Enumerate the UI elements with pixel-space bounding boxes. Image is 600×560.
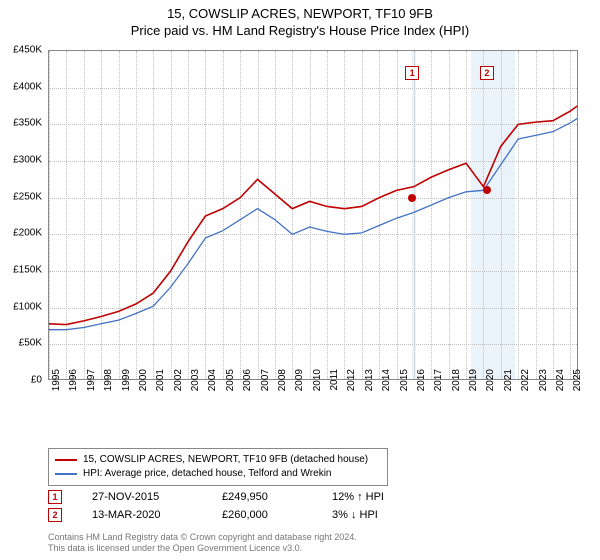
xtick-label: 1995 — [51, 369, 62, 399]
xtick-label: 2013 — [364, 369, 375, 399]
ytick-label: £50K — [0, 338, 42, 349]
ytick-label: £300K — [0, 155, 42, 166]
table-date: 27-NOV-2015 — [92, 491, 192, 503]
xtick-label: 2007 — [260, 369, 271, 399]
xtick-label: 1997 — [86, 369, 97, 399]
ytick-label: £350K — [0, 118, 42, 129]
xtick-label: 2021 — [503, 369, 514, 399]
sales-table: 1 27-NOV-2015 £249,950 12% ↑ HPI 2 13-MAR-202… — [48, 490, 578, 526]
table-marker: 2 — [48, 508, 62, 522]
legend: 15, COWSLIP ACRES, NEWPORT, TF10 9FB (de… — [48, 448, 388, 486]
series-property — [49, 106, 577, 325]
ytick-label: £150K — [0, 265, 42, 276]
xtick-label: 2025 — [572, 369, 583, 399]
legend-label: HPI: Average price, detached house, Telf… — [83, 467, 332, 481]
xtick-label: 1999 — [121, 369, 132, 399]
xtick-label: 2005 — [225, 369, 236, 399]
xtick-label: 2012 — [346, 369, 357, 399]
xtick-label: 2010 — [312, 369, 323, 399]
xtick-label: 1996 — [68, 369, 79, 399]
ytick-label: £100K — [0, 301, 42, 312]
xtick-label: 2014 — [381, 369, 392, 399]
xtick-label: 2016 — [416, 369, 427, 399]
xtick-label: 2015 — [399, 369, 410, 399]
xtick-label: 2001 — [155, 369, 166, 399]
table-pct: 3% ↓ HPI — [332, 509, 422, 521]
series-hpi — [49, 118, 577, 329]
xtick-label: 2000 — [138, 369, 149, 399]
sale-dot — [408, 194, 416, 202]
table-price: £260,000 — [222, 509, 302, 521]
footnote: Contains HM Land Registry data © Crown c… — [48, 532, 357, 555]
xtick-label: 2006 — [242, 369, 253, 399]
xtick-label: 2009 — [294, 369, 305, 399]
table-marker: 1 — [48, 490, 62, 504]
xtick-label: 2024 — [555, 369, 566, 399]
xtick-label: 2011 — [329, 369, 340, 399]
sale-marker-box: 1 — [405, 66, 419, 80]
legend-row: HPI: Average price, detached house, Telf… — [55, 467, 381, 481]
title-address: 15, COWSLIP ACRES, NEWPORT, TF10 9FB — [0, 6, 600, 23]
ytick-label: £200K — [0, 228, 42, 239]
table-row: 1 27-NOV-2015 £249,950 12% ↑ HPI — [48, 490, 578, 504]
page: 15, COWSLIP ACRES, NEWPORT, TF10 9FB Pri… — [0, 0, 600, 560]
table-row: 2 13-MAR-2020 £260,000 3% ↓ HPI — [48, 508, 578, 522]
table-price: £249,950 — [222, 491, 302, 503]
footnote-line2: This data is licensed under the Open Gov… — [48, 543, 357, 554]
xtick-label: 2020 — [485, 369, 496, 399]
legend-row: 15, COWSLIP ACRES, NEWPORT, TF10 9FB (de… — [55, 453, 381, 467]
legend-swatch — [55, 459, 77, 461]
footnote-line1: Contains HM Land Registry data © Crown c… — [48, 532, 357, 543]
xtick-label: 2019 — [468, 369, 479, 399]
xtick-label: 2018 — [451, 369, 462, 399]
xtick-label: 2003 — [190, 369, 201, 399]
xtick-label: 2022 — [520, 369, 531, 399]
sale-dot — [483, 186, 491, 194]
xtick-label: 2017 — [433, 369, 444, 399]
ytick-label: £0 — [0, 375, 42, 386]
ytick-label: £400K — [0, 81, 42, 92]
xtick-label: 2023 — [538, 369, 549, 399]
chart: 12 £0£50K£100K£150K£200K£250K£300K£350K£… — [48, 50, 578, 410]
plot-area: 12 — [48, 50, 578, 380]
table-pct: 12% ↑ HPI — [332, 491, 422, 503]
xtick-label: 2008 — [277, 369, 288, 399]
ytick-label: £250K — [0, 191, 42, 202]
table-date: 13-MAR-2020 — [92, 509, 192, 521]
legend-label: 15, COWSLIP ACRES, NEWPORT, TF10 9FB (de… — [83, 453, 368, 467]
xtick-label: 1998 — [103, 369, 114, 399]
ytick-label: £450K — [0, 45, 42, 56]
legend-swatch — [55, 473, 77, 475]
sale-marker-box: 2 — [480, 66, 494, 80]
title-block: 15, COWSLIP ACRES, NEWPORT, TF10 9FB Pri… — [0, 0, 600, 40]
xtick-label: 2002 — [173, 369, 184, 399]
title-desc: Price paid vs. HM Land Registry's House … — [0, 23, 600, 40]
series-svg — [49, 51, 579, 381]
xtick-label: 2004 — [207, 369, 218, 399]
